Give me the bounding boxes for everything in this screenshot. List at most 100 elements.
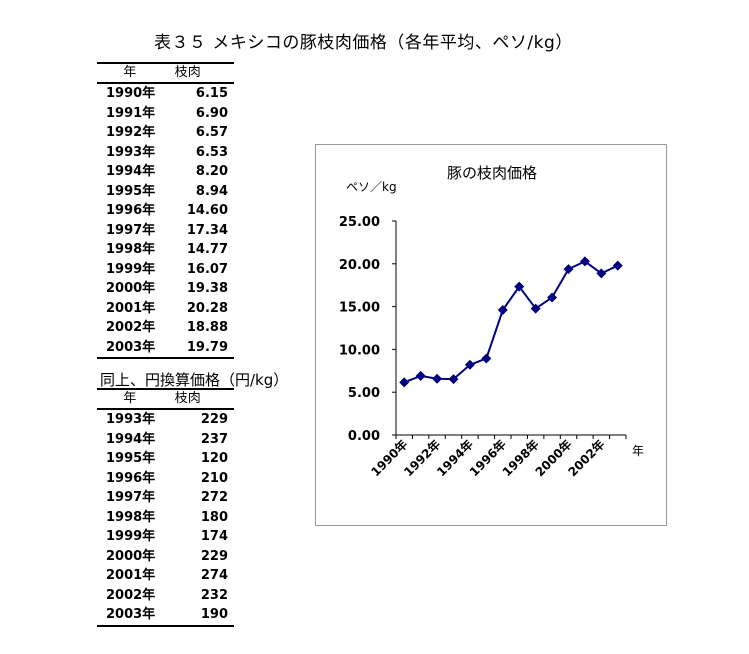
table-row: 1995年 120 [97, 449, 234, 469]
price-cell: 237 [200, 431, 228, 447]
table-row: 1997年 17.34 [97, 221, 234, 241]
price-cell: 6.15 [195, 86, 228, 101]
year-cell: 1991年 [106, 105, 156, 121]
header-year: 年 [123, 65, 137, 80]
y-tick-label: 5.00 [348, 386, 380, 401]
year-cell: 1995年 [106, 451, 156, 466]
x-axis-label: 年 [632, 444, 644, 458]
y-tick-label: 0.00 [348, 429, 380, 444]
y-axis-label: ペソ／kg [346, 180, 397, 194]
table-row: 1991年 6.90 [97, 104, 234, 124]
price-cell: 20.28 [186, 300, 228, 316]
price-cell: 229 [200, 548, 228, 564]
table-row: 1998年 180 [97, 508, 234, 528]
page-title: 表３５ メキシコの豚枝肉価格（各年平均、ペソ/kg） [154, 33, 573, 53]
price-cell: 232 [200, 587, 228, 603]
data-point [415, 370, 426, 381]
header-year: 年 [123, 391, 137, 406]
price-cell: 18.88 [186, 320, 228, 335]
year-cell: 1992年 [106, 125, 156, 140]
year-cell: 1990年 [106, 86, 156, 101]
header-carcass: 枝肉 [174, 65, 201, 80]
table-row: 1996年 210 [97, 469, 234, 489]
price-cell: 210 [200, 470, 228, 486]
table-row: 2003年 19.79 [97, 338, 234, 358]
data-point [579, 256, 590, 267]
table-row: 1990年 6.15 [97, 84, 234, 104]
year-cell: 2002年 [106, 587, 156, 603]
price-cell: 272 [200, 490, 228, 505]
price-cell: 190 [200, 607, 228, 622]
price-cell: 14.77 [186, 242, 228, 257]
table-row: 1994年 8.20 [97, 162, 234, 182]
price-chart: 豚の枝肉価格 ペソ／kg 年 0.00 5.00 10.00 15.00 20.00 25.00… [315, 144, 667, 526]
table-row: 1999年 16.07 [97, 260, 234, 280]
year-cell: 2000年 [106, 548, 156, 564]
price-cell: 16.07 [186, 261, 228, 277]
year-cell: 1996年 [106, 470, 156, 486]
year-cell: 2000年 [106, 281, 156, 296]
price-cell: 180 [200, 509, 228, 525]
y-tick-label: 15.00 [339, 301, 380, 316]
year-cell: 2001年 [106, 568, 156, 583]
table-row: 1996年 14.60 [97, 201, 234, 221]
table-body: 1990年 6.15 1991年 6.90 1992年 6.57 1993年 6.53 1994… [97, 84, 234, 357]
price-table-yen: 年 枝肉 1993年 229 1994年 237 1995年 120 1996年 210 199… [97, 388, 234, 627]
price-cell: 8.20 [195, 164, 228, 179]
table-header: 年 枝肉 [97, 62, 234, 84]
table-bottom-rule [97, 624, 234, 627]
series-line [403, 260, 619, 384]
table-row: 1999年 174 [97, 527, 234, 547]
table-row: 1995年 8.94 [97, 182, 234, 202]
price-cell: 120 [200, 451, 228, 466]
table-row: 2002年 232 [97, 586, 234, 606]
year-cell: 1998年 [106, 509, 156, 525]
data-point [547, 292, 558, 303]
table-row: 2001年 20.28 [97, 299, 234, 319]
price-cell: 174 [200, 529, 228, 544]
data-point [514, 281, 525, 292]
data-point [596, 268, 607, 279]
year-cell: 1999年 [106, 529, 156, 544]
year-cell: 1994年 [106, 164, 156, 179]
price-cell: 274 [200, 568, 228, 583]
price-table-peso: 年 枝肉 1990年 6.15 1991年 6.90 1992年 6.57 1993年 6.5… [97, 62, 234, 359]
table-row: 2003年 190 [97, 605, 234, 625]
table-body: 1993年 229 1994年 237 1995年 120 1996年 210 1997年 272… [97, 410, 234, 625]
table-row: 1998年 14.77 [97, 240, 234, 260]
year-cell: 1997年 [106, 490, 156, 505]
year-cell: 2002年 [106, 320, 156, 335]
y-tick-label: 25.00 [339, 215, 380, 230]
year-cell: 1993年 [106, 412, 156, 427]
year-cell: 2003年 [106, 339, 156, 355]
data-point [530, 303, 541, 314]
table-row: 2000年 19.38 [97, 279, 234, 299]
header-carcass: 枝肉 [174, 391, 201, 406]
data-point [563, 264, 574, 275]
year-cell: 1994年 [106, 431, 156, 447]
year-cell: 1993年 [106, 144, 156, 160]
price-cell: 229 [200, 412, 228, 427]
table-row: 2002年 18.88 [97, 318, 234, 338]
price-cell: 8.94 [195, 183, 228, 199]
year-cell: 1997年 [106, 222, 156, 238]
table-row: 1997年 272 [97, 488, 234, 508]
data-point [399, 377, 410, 388]
price-cell: 6.90 [195, 105, 228, 121]
year-cell: 1996年 [106, 203, 156, 218]
table-row: 1992年 6.57 [97, 123, 234, 143]
table-header: 年 枝肉 [97, 388, 234, 410]
year-cell: 2003年 [106, 607, 156, 622]
year-cell: 1999年 [106, 261, 156, 277]
data-point [481, 353, 492, 364]
data-point [448, 374, 459, 385]
data-point [497, 305, 508, 316]
table-row: 2000年 229 [97, 547, 234, 567]
table-row: 1993年 6.53 [97, 143, 234, 163]
price-cell: 19.79 [186, 339, 228, 355]
year-cell: 1998年 [106, 242, 156, 257]
y-tick-label: 10.00 [339, 343, 380, 358]
table-bottom-rule [97, 357, 234, 359]
y-tick-label: 20.00 [339, 258, 380, 273]
